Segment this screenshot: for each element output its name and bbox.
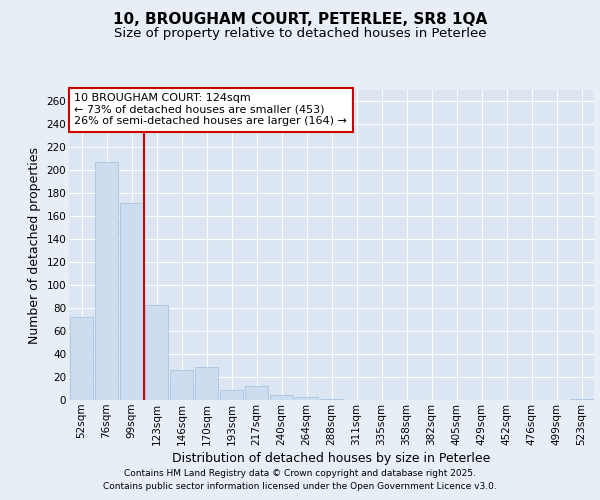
- Bar: [320, 399, 343, 400]
- Bar: [270, 396, 293, 400]
- Bar: [170, 370, 193, 400]
- Bar: [120, 202, 143, 400]
- Bar: [95, 162, 118, 400]
- Text: Contains public sector information licensed under the Open Government Licence v3: Contains public sector information licen…: [103, 482, 497, 491]
- Y-axis label: Number of detached properties: Number of detached properties: [28, 146, 41, 344]
- Text: Size of property relative to detached houses in Peterlee: Size of property relative to detached ho…: [114, 28, 486, 40]
- Bar: [220, 390, 243, 400]
- X-axis label: Distribution of detached houses by size in Peterlee: Distribution of detached houses by size …: [172, 452, 491, 465]
- Bar: [195, 366, 218, 400]
- Text: Contains HM Land Registry data © Crown copyright and database right 2025.: Contains HM Land Registry data © Crown c…: [124, 468, 476, 477]
- Bar: [295, 396, 318, 400]
- Bar: [245, 386, 268, 400]
- Text: 10 BROUGHAM COURT: 124sqm
← 73% of detached houses are smaller (453)
26% of semi: 10 BROUGHAM COURT: 124sqm ← 73% of detac…: [74, 93, 347, 126]
- Bar: [570, 399, 593, 400]
- Bar: [145, 304, 168, 400]
- Text: 10, BROUGHAM COURT, PETERLEE, SR8 1QA: 10, BROUGHAM COURT, PETERLEE, SR8 1QA: [113, 12, 487, 28]
- Bar: [70, 318, 93, 400]
